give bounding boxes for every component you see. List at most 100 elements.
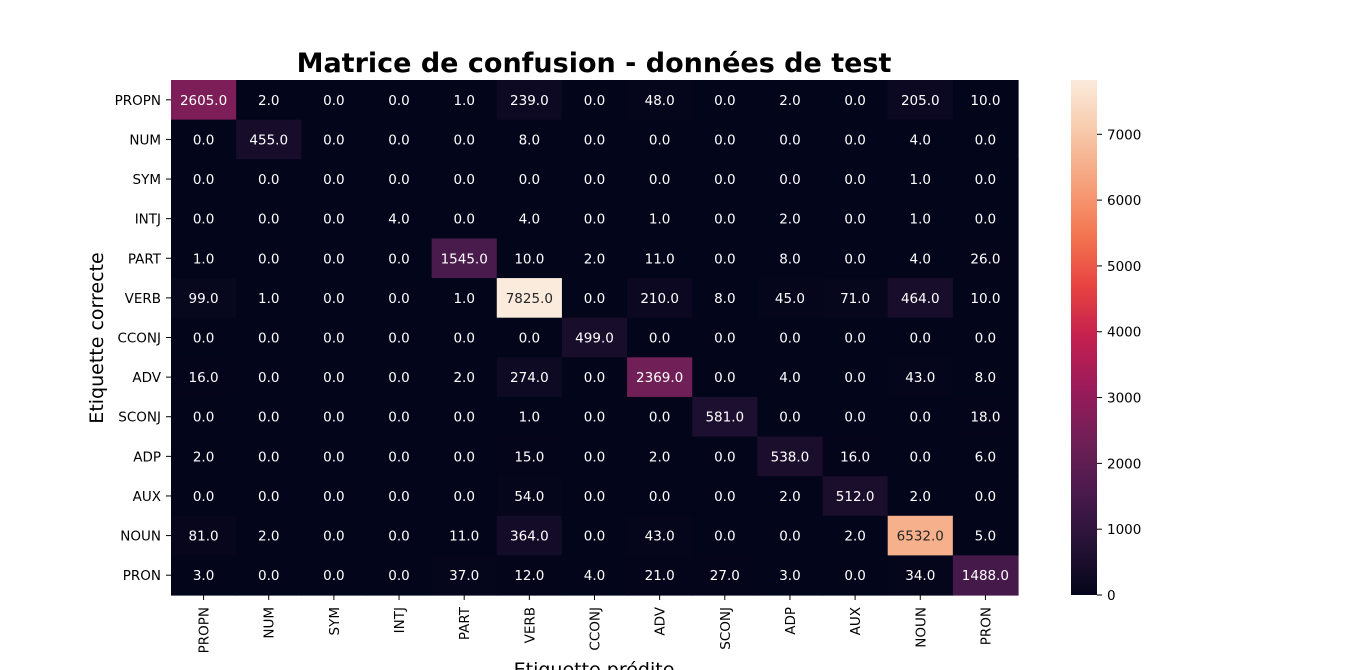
- heatmap-cell: [692, 317, 758, 358]
- cell-value-label: 499.0: [575, 331, 614, 347]
- cell-value-label: 0.0: [649, 172, 670, 188]
- cell-value-label: 1.0: [519, 410, 540, 426]
- heatmap-cell: [171, 159, 237, 200]
- heatmap-cell: [952, 515, 1019, 556]
- heatmap-cell: [627, 278, 693, 319]
- cell-value-label: 1.0: [258, 291, 279, 307]
- heatmap-cell: [561, 278, 628, 319]
- heatmap-cell: [301, 436, 368, 477]
- y-axis-ticks: PROPN NUM SYM INTJ PART VERB CCONJ ADV SCONJ ADP A…: [115, 93, 171, 584]
- cell-value-label: 0.0: [388, 489, 409, 505]
- heatmap-cell: [692, 198, 758, 240]
- heatmap-cell: [627, 119, 693, 160]
- heatmap-cell: [431, 476, 498, 517]
- cell-value-label: 0.0: [323, 212, 344, 228]
- colorbar-tick-label: 4000: [1107, 325, 1141, 341]
- y-tick-label: PROPN: [115, 93, 161, 109]
- heatmap-cell: [431, 159, 498, 200]
- cell-value-label: 0.0: [193, 489, 214, 505]
- cell-value-label: 18.0: [970, 410, 1000, 426]
- cell-value-label: 0.0: [584, 449, 605, 465]
- heatmap-cell: [757, 80, 824, 121]
- heatmap-cell: [171, 515, 237, 556]
- cell-value-label: 0.0: [193, 212, 214, 228]
- heatmap-cell: [496, 317, 563, 358]
- heatmap-cell: [887, 159, 954, 200]
- heatmap-cell: [301, 396, 368, 438]
- heatmap-cell: [822, 396, 889, 438]
- heatmap-cell: [822, 80, 889, 121]
- heatmap-cell: [431, 80, 498, 121]
- cell-value-label: 0.0: [844, 93, 865, 109]
- cell-value-label: 581.0: [705, 410, 744, 426]
- cell-value-label: 10.0: [970, 93, 1000, 109]
- x-tick-label: PROPN: [197, 607, 213, 653]
- heatmap-cell: [952, 555, 1019, 596]
- heatmap-cell: [822, 476, 889, 517]
- cell-value-label: 0.0: [844, 212, 865, 228]
- cell-value-label: 1488.0: [962, 568, 1009, 584]
- heatmap-cell: [301, 119, 368, 160]
- heatmap-cell: [561, 119, 628, 160]
- x-tick-label: ADV: [653, 606, 669, 635]
- heatmap-cell: [301, 159, 368, 200]
- heatmap-cell: [887, 476, 954, 517]
- colorbar-tick-label: 2000: [1107, 456, 1141, 472]
- cell-value-label: 1.0: [649, 212, 670, 228]
- heatmap-cell: [496, 80, 563, 121]
- cell-value-label: 0.0: [453, 212, 474, 228]
- cell-value-label: 15.0: [514, 449, 544, 465]
- cell-value-label: 5.0: [975, 529, 996, 545]
- cell-value-label: 1.0: [910, 172, 931, 188]
- heatmap-cell: [236, 317, 302, 358]
- cell-value-label: 0.0: [844, 331, 865, 347]
- heatmap-cell: [496, 278, 563, 319]
- heatmap-cell: [236, 396, 302, 438]
- cell-value-label: 8.0: [519, 132, 540, 148]
- cell-value-label: 37.0: [449, 568, 479, 584]
- heatmap-cell: [627, 317, 693, 358]
- colorbar-tick-label: 1000: [1107, 522, 1141, 538]
- cell-value-label: 0.0: [844, 410, 865, 426]
- heatmap-cell: [496, 357, 563, 398]
- cell-value-label: 0.0: [388, 291, 409, 307]
- heatmap-cell: [887, 357, 954, 398]
- heatmap-cell: [887, 396, 954, 438]
- heatmap-cell: [301, 80, 368, 121]
- heatmap-cell: [431, 555, 498, 596]
- x-tick-label: PRON: [978, 607, 994, 645]
- cell-value-label: 0.0: [714, 172, 735, 188]
- cell-value-label: 0.0: [258, 212, 279, 228]
- heatmap-cell: [431, 436, 498, 477]
- cell-value-label: 26.0: [970, 251, 1000, 267]
- cell-value-label: 48.0: [645, 93, 675, 109]
- cell-value-label: 7825.0: [506, 291, 553, 307]
- cell-value-label: 10.0: [970, 291, 1000, 307]
- heatmap-cell: [431, 198, 498, 240]
- heatmap-cell: [431, 278, 498, 319]
- cell-value-label: 34.0: [905, 568, 935, 584]
- heatmap-cell: [366, 198, 433, 240]
- heatmap-cell: [171, 80, 237, 121]
- heatmap-cell: [561, 436, 628, 477]
- cell-value-label: 0.0: [323, 370, 344, 386]
- heatmap-cell: [171, 476, 237, 517]
- heatmap-cell: [757, 436, 824, 477]
- cell-value-label: 0.0: [844, 370, 865, 386]
- cell-value-label: 0.0: [258, 489, 279, 505]
- y-tick-label: SYM: [133, 172, 161, 188]
- heatmap-cell: [692, 515, 758, 556]
- heatmap-cell: [627, 357, 693, 398]
- heatmap-cell: [561, 396, 628, 438]
- x-tick-label: INTJ: [392, 607, 408, 633]
- heatmap-cell: [887, 198, 954, 240]
- heatmap-cell: [171, 119, 237, 160]
- cell-value-label: 0.0: [714, 489, 735, 505]
- heatmap-cell: [236, 159, 302, 200]
- heatmap-cell: [366, 555, 433, 596]
- cell-value-label: 0.0: [453, 331, 474, 347]
- cell-value-label: 0.0: [323, 489, 344, 505]
- heatmap-cell: [431, 357, 498, 398]
- heatmap-cell: [952, 119, 1019, 160]
- chart-title: Matrice de confusion - données de test: [297, 48, 892, 79]
